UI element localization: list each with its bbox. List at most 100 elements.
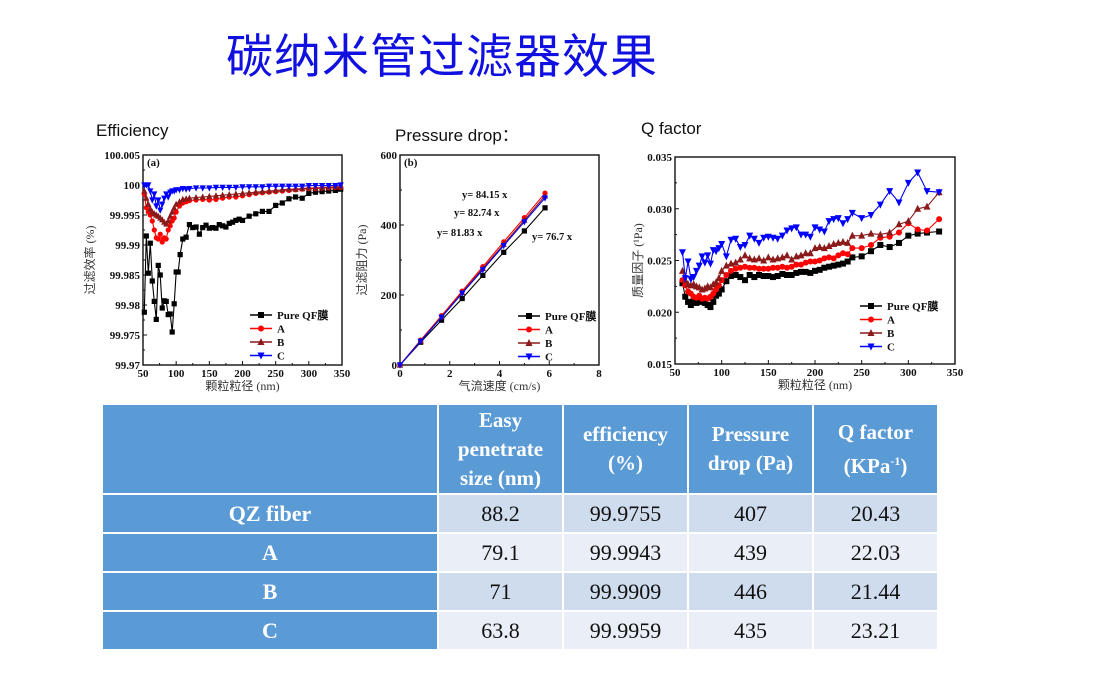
cell-size: 71 [437,571,564,612]
data-point [167,223,173,229]
data-point [858,245,865,252]
header-line: penetrate [457,436,544,461]
data-point [541,195,549,202]
fit-equation-label: y= 81.83 x [437,228,483,239]
slide-title: 碳纳米管过滤器效果 [226,30,658,85]
data-point [306,190,312,196]
table-row: A 79.1 99.9943 439 22.03 [101,532,939,573]
data-point [802,231,810,239]
legend-label: B [887,328,895,340]
data-point [701,259,709,267]
cell-q: 22.03 [812,532,939,573]
y-tick-label: 99.975 [110,330,141,342]
data-point [153,203,160,210]
data-point [756,265,762,272]
data-point [299,195,305,201]
data-point [701,284,709,292]
data-point [710,298,717,305]
data-point [868,248,874,255]
data-point [501,249,507,255]
data-point [876,201,884,209]
data-point [727,236,735,244]
data-point [905,232,912,239]
data-point [229,219,236,225]
x-tick-label: 6 [547,368,553,380]
data-point [272,183,279,190]
data-point [811,224,819,232]
data-point [177,252,183,258]
data-point [192,185,200,192]
cell-pressure: 435 [687,610,814,651]
data-point [737,264,744,271]
data-point [226,184,233,191]
y-tick-label: 400 [381,220,398,232]
legend: Pure QF膜 ABC [518,309,596,364]
data-point [936,216,943,223]
data-point [825,242,833,250]
x-tick-label: 150 [201,368,218,380]
y-tick-label: 0.015 [647,359,672,371]
data-point [793,261,800,268]
data-point [157,207,164,214]
data-point [206,192,213,199]
data-point [193,224,199,230]
data-point [161,195,168,202]
data-point [149,197,156,204]
data-point [176,187,183,194]
legend-marker [868,303,874,309]
y-tick-label: 0.035 [647,152,672,164]
data-point [312,189,319,195]
data-point [145,200,152,207]
data-point [751,274,758,281]
data-point [867,229,875,237]
data-point [737,274,744,281]
data-point [820,244,828,252]
data-point [220,223,226,229]
y-tick-label: 99.97 [115,360,140,372]
row-label: C [101,610,439,651]
data-point [259,184,266,191]
data-point [830,216,838,224]
data-point [736,255,744,263]
data-point [896,229,902,236]
legend-label: A [277,324,285,336]
data-point [816,266,823,273]
data-point [233,217,239,223]
data-point [732,271,739,278]
data-point [319,183,326,190]
data-point [812,258,818,265]
legend-marker [526,326,532,333]
cell-size: 79.1 [437,532,564,573]
data-point [180,236,186,242]
data-point [521,228,527,234]
data-point [279,200,285,206]
data-point [742,263,748,270]
legend: Pure QF膜 ABC [250,308,328,363]
data-point [784,264,790,271]
data-point [715,274,723,282]
data-point [760,265,767,272]
pressure-drop-chart: 0 2 4 6 8 0 200 400 600 气流速度 (cm/s) 过滤阻力 (Pa) (b) Pu… [355,150,602,393]
data-point [914,226,921,233]
data-point [774,273,781,280]
data-point [770,264,776,271]
data-point [914,169,922,177]
data-point [746,232,754,240]
data-point [210,225,216,231]
data-point [858,231,866,239]
y-tick-label: 0.025 [647,256,672,268]
data-point [820,228,828,236]
data-point [186,186,193,193]
q-factor-chart: 50 100 150 200 250 300 350 0.015 0.020 0.025 0.030… [631,152,964,392]
legend-marker [867,329,875,336]
data-point [332,187,338,193]
data-point [687,302,694,309]
data-point [159,201,166,208]
data-point [778,253,786,261]
x-tick-label: 50 [670,367,682,379]
data-point [459,295,465,302]
data-point [682,293,689,300]
legend-label: C [545,352,553,364]
data-point [741,241,749,249]
data-point [151,227,157,233]
